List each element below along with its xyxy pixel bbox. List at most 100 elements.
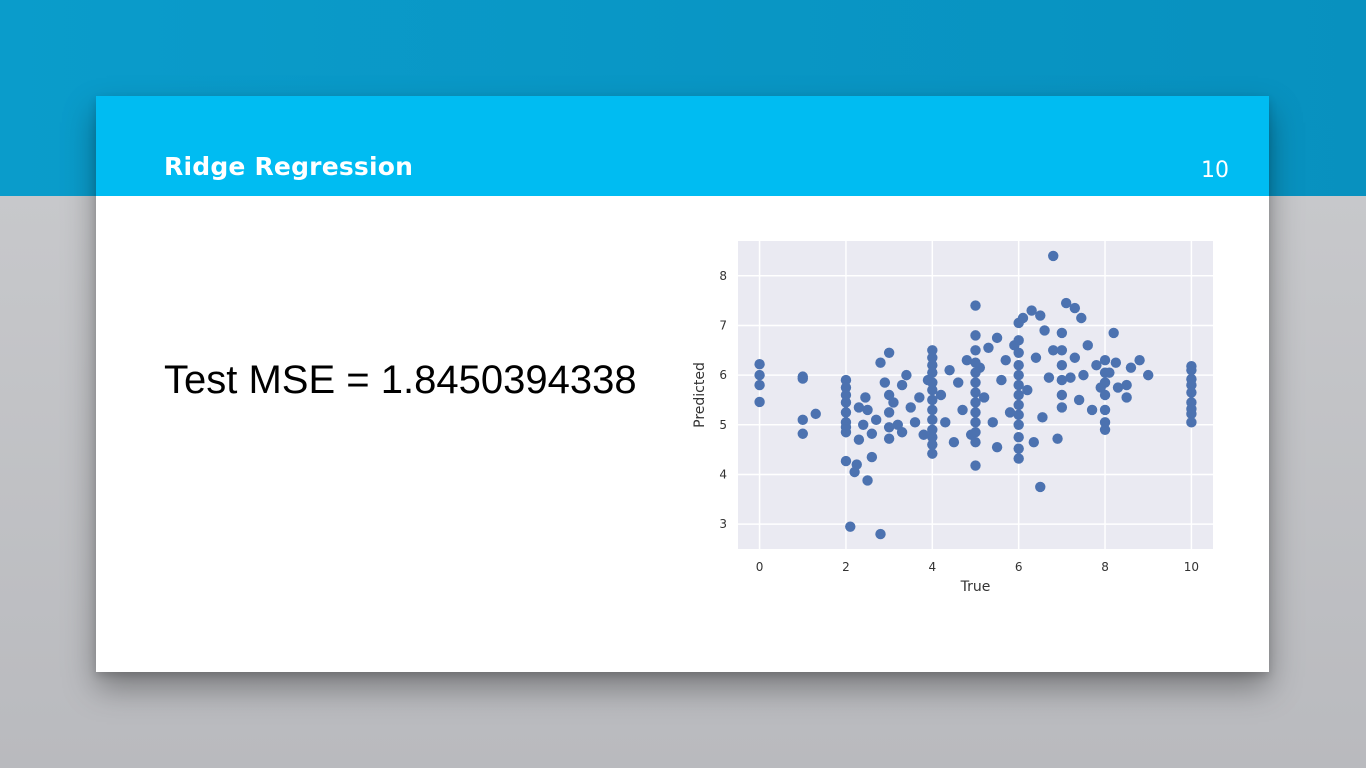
data-point bbox=[927, 359, 938, 371]
data-point bbox=[927, 394, 938, 406]
data-point bbox=[754, 379, 765, 391]
data-point bbox=[797, 414, 808, 426]
data-point bbox=[1043, 372, 1055, 383]
scatter-chart: 0 2 4 6 8 10 3 4 5 6 7 8 True Predicted bbox=[690, 231, 1230, 611]
data-point bbox=[927, 377, 938, 388]
slide: Ridge Regression 10 Test MSE = 1.8450394… bbox=[96, 96, 1269, 672]
data-point bbox=[1065, 372, 1076, 383]
data-point bbox=[862, 404, 873, 416]
data-point bbox=[1004, 407, 1016, 418]
data-point bbox=[914, 392, 925, 403]
data-point bbox=[870, 414, 882, 426]
data-point bbox=[797, 428, 808, 439]
data-point bbox=[1013, 347, 1024, 358]
data-point bbox=[797, 373, 808, 384]
x-tick-label: 2 bbox=[842, 560, 850, 574]
data-point bbox=[845, 521, 856, 532]
data-point bbox=[1091, 359, 1102, 371]
data-point bbox=[991, 441, 1003, 453]
data-point bbox=[957, 404, 968, 416]
data-point bbox=[1048, 345, 1059, 356]
data-point bbox=[840, 397, 852, 408]
data-point bbox=[840, 407, 852, 418]
data-point bbox=[935, 389, 947, 401]
data-point bbox=[1000, 355, 1011, 366]
data-point bbox=[1030, 352, 1042, 363]
data-point bbox=[840, 382, 852, 393]
data-point bbox=[1082, 340, 1093, 351]
slide-number: 10 bbox=[1201, 158, 1229, 183]
data-point bbox=[1013, 443, 1024, 454]
data-point bbox=[1056, 402, 1068, 413]
data-point bbox=[1037, 412, 1048, 423]
data-point bbox=[1017, 312, 1029, 324]
x-tick-label: 10 bbox=[1184, 560, 1199, 574]
data-point bbox=[970, 345, 981, 356]
data-point bbox=[970, 417, 981, 428]
data-point bbox=[1073, 394, 1085, 406]
scatter-chart-svg: 0 2 4 6 8 10 3 4 5 6 7 8 True Predicted bbox=[692, 241, 1213, 595]
data-point bbox=[953, 377, 964, 388]
data-point bbox=[918, 429, 929, 440]
data-point bbox=[1099, 389, 1111, 401]
data-point bbox=[1013, 419, 1024, 431]
data-point bbox=[1186, 364, 1197, 376]
grid-lines bbox=[738, 241, 1213, 549]
data-point bbox=[840, 427, 852, 438]
data-point bbox=[940, 417, 951, 428]
data-point bbox=[970, 330, 981, 341]
data-point bbox=[754, 369, 765, 381]
data-point bbox=[1013, 399, 1024, 411]
data-point bbox=[901, 369, 912, 381]
data-point bbox=[970, 300, 981, 311]
data-point bbox=[1186, 387, 1197, 398]
data-point bbox=[1099, 377, 1111, 388]
y-tick-label: 6 bbox=[719, 368, 727, 382]
x-tick-label: 4 bbox=[928, 560, 936, 574]
data-point bbox=[987, 417, 998, 428]
data-point bbox=[978, 392, 990, 403]
data-point bbox=[1052, 433, 1063, 444]
data-point bbox=[927, 345, 938, 356]
data-point bbox=[1060, 297, 1072, 309]
data-point bbox=[1099, 355, 1111, 366]
data-point bbox=[948, 436, 960, 448]
x-tick-label: 8 bbox=[1101, 560, 1109, 574]
data-point bbox=[879, 377, 891, 388]
data-point bbox=[866, 451, 878, 463]
data-point bbox=[970, 436, 981, 448]
data-point bbox=[1143, 369, 1154, 381]
data-point bbox=[927, 384, 938, 396]
data-point bbox=[1013, 379, 1024, 391]
data-point bbox=[1108, 327, 1119, 339]
data-point bbox=[888, 397, 899, 408]
data-point bbox=[1039, 325, 1050, 336]
data-point bbox=[860, 392, 871, 403]
data-point bbox=[970, 427, 981, 438]
x-tick-label: 0 bbox=[756, 560, 764, 574]
data-point bbox=[883, 407, 895, 418]
data-point bbox=[1035, 310, 1046, 321]
data-point bbox=[1125, 362, 1137, 373]
data-point bbox=[970, 387, 981, 398]
y-tick-label: 3 bbox=[719, 517, 727, 531]
data-point bbox=[1099, 417, 1111, 428]
data-point bbox=[1013, 432, 1024, 443]
data-point bbox=[896, 379, 908, 391]
data-point bbox=[866, 428, 878, 439]
data-point bbox=[754, 359, 765, 370]
data-point bbox=[927, 424, 938, 435]
y-axis-label: Predicted bbox=[692, 362, 708, 428]
data-point bbox=[927, 352, 938, 363]
data-points bbox=[754, 250, 1197, 540]
data-point bbox=[970, 377, 981, 388]
data-point bbox=[983, 342, 994, 354]
y-tick-label: 8 bbox=[719, 269, 727, 283]
data-point bbox=[1056, 359, 1068, 371]
y-tick-label: 4 bbox=[719, 467, 727, 481]
data-point bbox=[1056, 374, 1068, 386]
data-point bbox=[1121, 392, 1132, 403]
data-point bbox=[1028, 436, 1039, 448]
data-point bbox=[851, 459, 862, 470]
y-tick-label: 5 bbox=[719, 418, 727, 432]
